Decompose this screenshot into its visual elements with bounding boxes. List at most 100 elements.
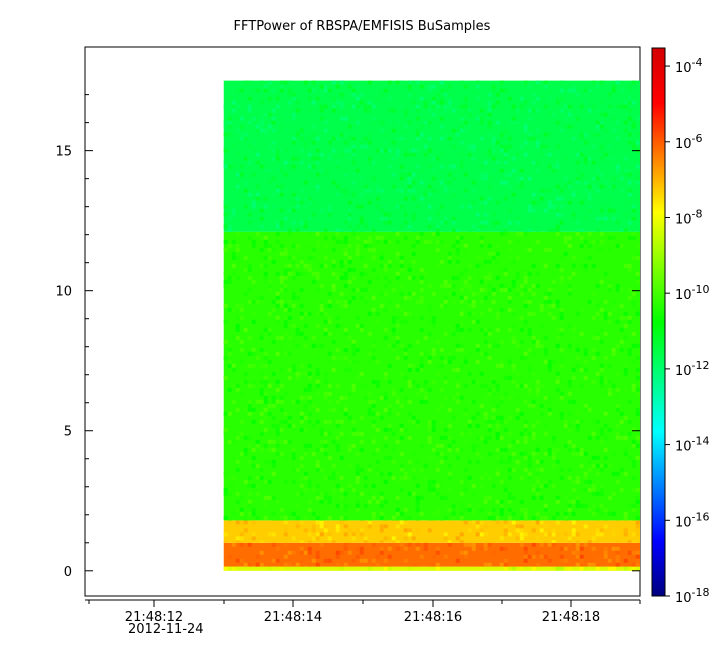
heatmap-cell	[631, 463, 636, 468]
heatmap-cell	[467, 327, 472, 332]
heatmap-cell	[235, 88, 240, 93]
heatmap-cell	[307, 231, 312, 236]
heatmap-cell	[383, 427, 388, 432]
heatmap-cell	[635, 367, 640, 372]
heatmap-cell	[595, 108, 600, 113]
heatmap-cell	[399, 343, 404, 348]
heatmap-cell	[563, 515, 568, 520]
heatmap-cell	[367, 407, 372, 412]
heatmap-cell	[619, 228, 624, 232]
heatmap-cell	[271, 120, 276, 125]
heatmap-cell	[603, 507, 608, 512]
colorbar-tick-label: 10-4	[675, 56, 703, 76]
heatmap-cell	[367, 331, 372, 336]
heatmap-cell	[611, 451, 616, 456]
heatmap-cell	[283, 554, 288, 559]
heatmap-cell	[523, 399, 528, 404]
heatmap-cell	[535, 80, 540, 85]
heatmap-cell	[563, 184, 568, 189]
heatmap-cell	[607, 176, 612, 181]
heatmap-cell	[419, 351, 424, 356]
heatmap-cell	[227, 554, 232, 559]
heatmap-cell	[607, 184, 612, 189]
heatmap-cell	[383, 88, 388, 93]
heatmap-cell	[319, 431, 324, 436]
heatmap-cell	[251, 507, 256, 512]
heatmap-cell	[351, 287, 356, 292]
heatmap-cell	[463, 475, 468, 480]
heatmap-cell	[411, 415, 416, 420]
heatmap-cell	[443, 331, 448, 336]
heatmap-cell	[523, 423, 528, 428]
heatmap-cell	[527, 204, 532, 209]
heatmap-cell	[487, 100, 492, 105]
heatmap-cell	[407, 84, 412, 89]
heatmap-cell	[311, 279, 316, 284]
heatmap-cell	[275, 335, 280, 340]
heatmap-cell	[595, 335, 600, 340]
heatmap-cell	[383, 335, 388, 340]
heatmap-cell	[375, 212, 380, 217]
heatmap-cell	[579, 558, 584, 563]
heatmap-cell	[251, 347, 256, 352]
heatmap-cell	[343, 275, 348, 280]
heatmap-cell	[399, 387, 404, 392]
heatmap-cell	[483, 287, 488, 292]
heatmap-cell	[287, 88, 292, 93]
heatmap-cell	[487, 427, 492, 432]
heatmap-cell	[559, 391, 564, 396]
heatmap-cell	[379, 188, 384, 193]
heatmap-cell	[251, 411, 256, 416]
heatmap-cell	[599, 184, 604, 189]
heatmap-cell	[547, 299, 552, 304]
heatmap-cell	[475, 443, 480, 448]
heatmap-cell	[295, 467, 300, 472]
heatmap-cell	[243, 156, 248, 161]
heatmap-cell	[583, 451, 588, 456]
heatmap-cell	[451, 128, 456, 133]
heatmap-cell	[603, 455, 608, 460]
heatmap-cell	[351, 487, 356, 492]
heatmap-cell	[611, 216, 616, 221]
heatmap-cell	[227, 275, 232, 280]
heatmap-cell	[471, 315, 476, 320]
heatmap-cell	[275, 271, 280, 276]
heatmap-cell	[223, 204, 228, 209]
heatmap-cell	[303, 415, 308, 420]
heatmap-cell	[383, 371, 388, 376]
heatmap-cell	[403, 558, 408, 563]
heatmap-cell	[311, 343, 316, 348]
heatmap-cell	[295, 263, 300, 268]
heatmap-cell	[571, 335, 576, 340]
heatmap-cell	[371, 120, 376, 125]
heatmap-cell	[447, 180, 452, 185]
heatmap-cell	[283, 439, 288, 444]
heatmap-cell	[311, 351, 316, 356]
heatmap-cell	[567, 112, 572, 117]
heatmap-cell	[611, 491, 616, 496]
heatmap-cell	[339, 431, 344, 436]
x-axis-date-label: 2012-11-24	[128, 622, 204, 637]
heatmap-cell	[283, 160, 288, 165]
heatmap-cell	[263, 399, 268, 404]
heatmap-cell	[367, 100, 372, 105]
heatmap-cell	[335, 447, 340, 452]
heatmap-cell	[451, 395, 456, 400]
heatmap-cell	[291, 192, 296, 197]
heatmap-cell	[391, 327, 396, 332]
heatmap-cell	[363, 132, 368, 137]
heatmap-cell	[375, 554, 380, 559]
heatmap-cell	[379, 120, 384, 125]
heatmap-cell	[431, 212, 436, 217]
heatmap-cell	[303, 343, 308, 348]
heatmap-cell	[487, 511, 492, 516]
heatmap-cell	[587, 88, 592, 93]
heatmap-cell	[575, 540, 580, 543]
heatmap-cell	[635, 411, 640, 416]
heatmap-cell	[459, 550, 464, 555]
heatmap-cell	[463, 554, 468, 559]
heatmap-cell	[247, 335, 252, 340]
heatmap-cell	[571, 323, 576, 328]
heatmap-cell	[231, 383, 236, 388]
heatmap-cell	[223, 200, 228, 205]
